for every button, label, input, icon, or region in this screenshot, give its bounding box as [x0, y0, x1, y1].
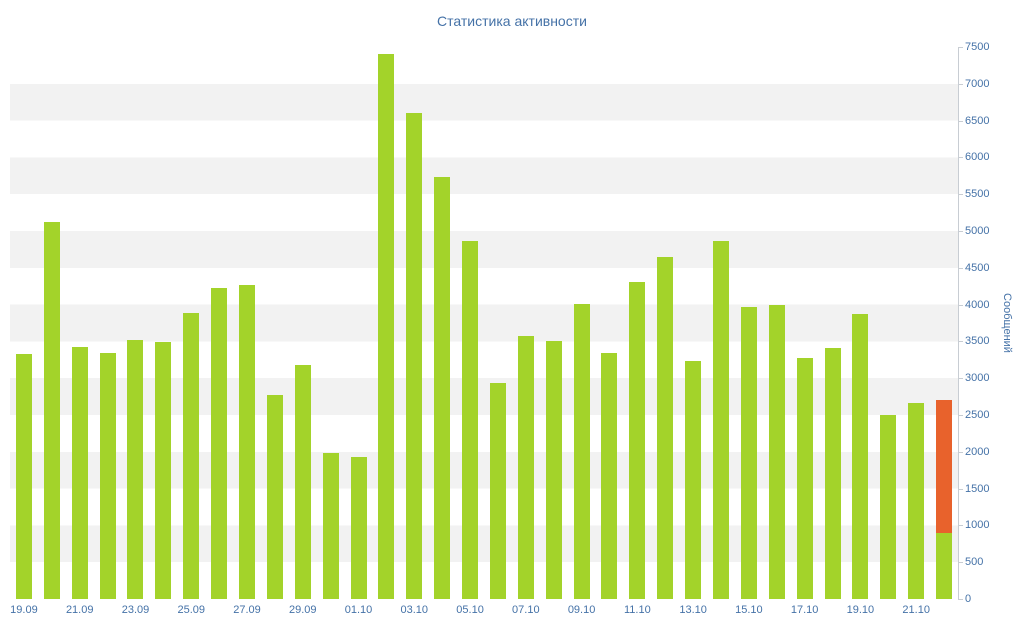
y-axis-label: 6000 [965, 151, 990, 164]
y-axis-tick [958, 267, 963, 269]
y-axis-label: 7500 [965, 41, 990, 53]
bar-08.10[interactable] [545, 340, 562, 599]
x-axis-label: 27.09 [233, 604, 261, 616]
bar-19.09[interactable] [15, 353, 32, 599]
bar-19.10[interactable] [852, 314, 869, 599]
bar-17.10[interactable] [796, 358, 813, 599]
y-axis-tick [958, 378, 963, 380]
bar-28.09[interactable] [266, 395, 283, 599]
x-axis-label: 23.09 [121, 604, 150, 616]
bar-today-22.10[interactable] [936, 400, 953, 533]
y-axis-label: 5500 [965, 188, 990, 201]
bar-21.09[interactable] [71, 347, 88, 599]
x-axis-label: 03.10 [400, 604, 429, 616]
y-axis-tick [958, 488, 963, 490]
bar-24.09[interactable] [155, 342, 172, 599]
bar-22.09[interactable] [99, 353, 116, 599]
bar-20.09[interactable] [43, 222, 60, 599]
y-axis-tick [958, 304, 963, 306]
bar-26.09[interactable] [211, 287, 228, 599]
bar-14.10[interactable] [713, 241, 729, 599]
y-axis-label: 0 [965, 593, 972, 605]
y-axis-tick [958, 231, 963, 232]
x-axis-label: 13.10 [679, 604, 707, 616]
bar-16.10[interactable] [768, 305, 785, 599]
x-axis-label: 17.10 [790, 604, 819, 616]
bar-02.10[interactable] [378, 54, 395, 599]
bar-25.09[interactable] [183, 312, 200, 599]
bar-30.09[interactable] [322, 452, 339, 599]
bar-01.10[interactable] [350, 456, 367, 599]
y-axis-tick [958, 47, 963, 48]
bar-07.10[interactable] [517, 336, 534, 599]
y-axis-label: 3500 [965, 335, 990, 348]
bar-04.10[interactable] [434, 176, 451, 599]
bar-13.10[interactable] [685, 360, 702, 599]
x-axis-label: 19.10 [846, 604, 875, 616]
y-axis-tick [958, 599, 963, 600]
y-axis-label: 500 [965, 556, 984, 569]
bar-29.09[interactable] [294, 364, 311, 599]
y-axis-tick [958, 415, 963, 416]
bar-20.10[interactable] [880, 415, 897, 599]
y-axis-label: 2500 [965, 409, 990, 421]
bar-18.10[interactable] [824, 348, 841, 599]
x-axis-label: 05.10 [456, 604, 484, 616]
bar-22.10[interactable] [936, 532, 953, 599]
y-axis-label: 1500 [965, 482, 990, 495]
y-axis-tick [958, 120, 963, 122]
y-axis-label: 1000 [965, 519, 990, 532]
bar-23.09[interactable] [127, 339, 144, 599]
y-axis-line [958, 47, 959, 600]
x-axis-label: 21.09 [65, 604, 94, 616]
plot-area [10, 47, 958, 599]
y-axis-label: 4500 [965, 261, 990, 274]
x-axis-label: 19.09 [10, 604, 38, 616]
bar-15.10[interactable] [740, 306, 757, 599]
x-axis-label: 01.10 [344, 604, 373, 616]
bar-03.10[interactable] [406, 113, 423, 599]
x-axis-label: 25.09 [177, 604, 205, 616]
y-axis-label: 4000 [965, 298, 990, 311]
y-axis-tick [958, 83, 963, 85]
y-axis-tick [958, 451, 963, 453]
bar-06.10[interactable] [489, 383, 506, 599]
y-axis-tick [958, 194, 963, 196]
y-axis-label: 5000 [965, 225, 990, 237]
y-axis-label: 6500 [965, 114, 990, 127]
x-axis-label: 07.10 [512, 604, 540, 616]
x-axis-label: 15.10 [735, 604, 763, 616]
bar-10.10[interactable] [601, 353, 618, 599]
x-axis-label: 29.09 [288, 604, 317, 616]
x-axis-label: 11.10 [623, 604, 651, 616]
y-axis-label: 7000 [965, 77, 990, 90]
bar-05.10[interactable] [462, 240, 479, 599]
y-axis-label: 3000 [965, 372, 990, 385]
bar-12.10[interactable] [657, 256, 674, 599]
bar-27.09[interactable] [239, 284, 255, 599]
x-axis-label: 21.10 [902, 604, 930, 616]
y-axis-tick [958, 562, 963, 564]
bar-11.10[interactable] [629, 281, 646, 599]
y-axis-title: Сообщений [1001, 293, 1013, 353]
y-axis-tick [958, 341, 963, 343]
chart-title: Статистика активности [437, 13, 587, 29]
bar-21.10[interactable] [908, 403, 925, 599]
y-axis-label: 2000 [965, 445, 990, 458]
y-axis-tick [958, 525, 963, 527]
y-axis-tick [958, 157, 963, 159]
x-axis-label: 09.10 [567, 604, 596, 616]
bar-09.10[interactable] [573, 303, 590, 599]
